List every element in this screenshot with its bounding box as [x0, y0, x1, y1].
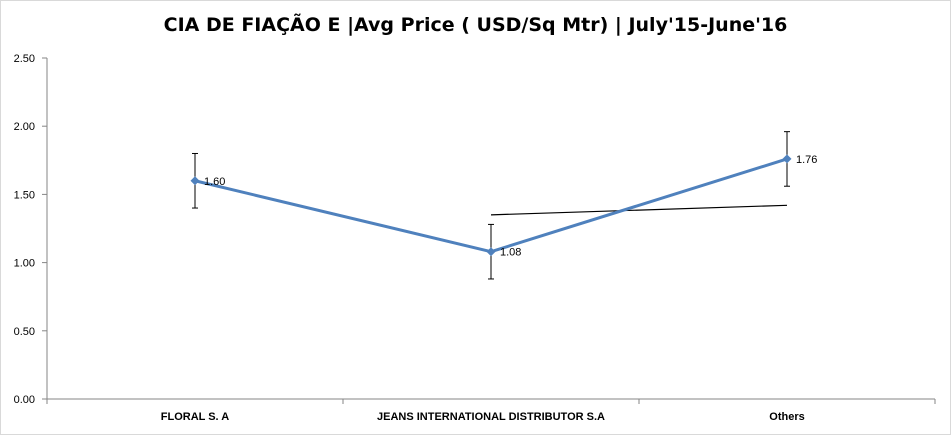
y-tick-label: 1.00	[14, 258, 35, 270]
data-point-marker	[486, 247, 496, 257]
data-label: 1.08	[500, 247, 521, 259]
trendline	[490, 204, 788, 216]
y-tick-label: 0.00	[14, 394, 35, 406]
y-tick-label: 1.50	[14, 189, 35, 201]
y-tick-label: 2.50	[14, 53, 35, 65]
x-category-label: Others	[769, 411, 804, 423]
data-point-marker	[190, 176, 200, 186]
y-tick-label: 2.00	[14, 121, 35, 133]
x-category-label: JEANS INTERNATIONAL DISTRIBUTOR S.A	[377, 411, 605, 423]
x-category-label: FLORAL S. A	[161, 411, 230, 423]
chart-title: CIA DE FIAÇÃO E |Avg Price ( USD/Sq Mtr)…	[163, 14, 788, 36]
data-point-marker	[782, 154, 792, 164]
y-tick-label: 0.50	[14, 326, 35, 338]
data-label: 1.60	[204, 176, 225, 188]
data-label: 1.76	[796, 154, 817, 166]
